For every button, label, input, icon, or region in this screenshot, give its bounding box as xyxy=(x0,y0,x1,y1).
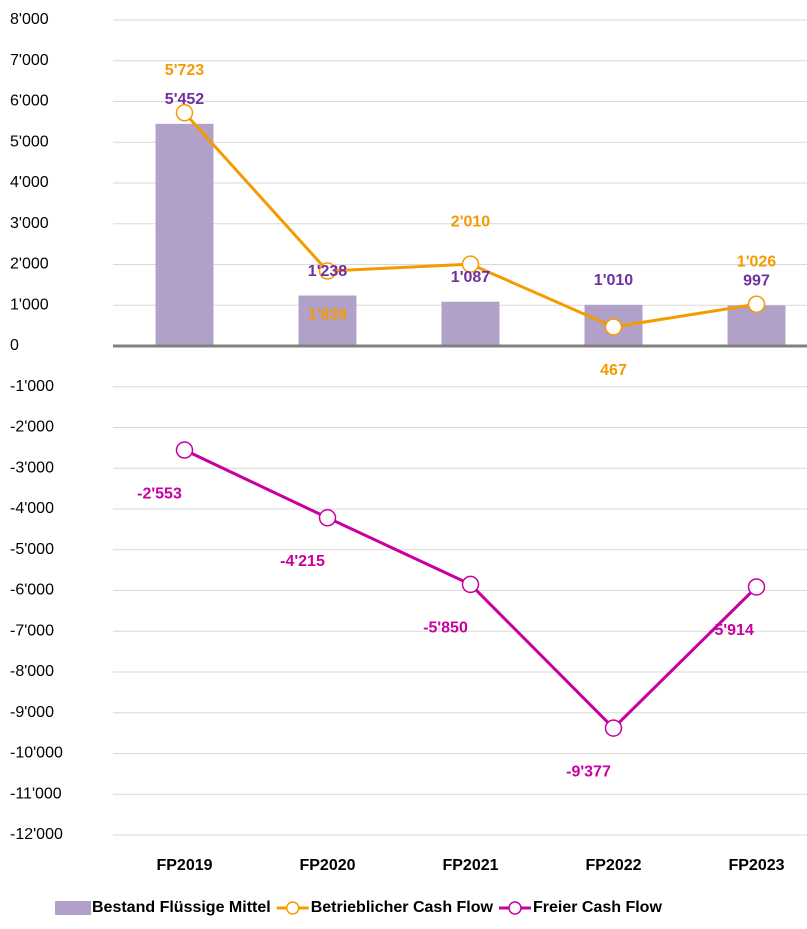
x-tick-label: FP2022 xyxy=(585,857,641,874)
legend-label: Freier Cash Flow xyxy=(533,899,662,916)
y-tick-label: -1'000 xyxy=(10,378,54,395)
line-value-label: -5'914 xyxy=(709,622,754,639)
y-tick-label: -12'000 xyxy=(10,826,63,843)
legend-swatch xyxy=(285,901,300,915)
bar-value-label: 1'087 xyxy=(451,269,491,286)
marker xyxy=(175,441,194,459)
bar xyxy=(298,295,357,346)
y-tick-label: -8'000 xyxy=(10,663,54,680)
y-tick-label: -2'000 xyxy=(10,419,54,436)
y-tick-label: -10'000 xyxy=(10,745,63,762)
legend-label: Betrieblicher Cash Flow xyxy=(311,899,494,916)
y-tick-label: 0 xyxy=(10,337,19,354)
y-tick-label: 2'000 xyxy=(10,256,49,273)
y-tick-label: 5'000 xyxy=(10,133,49,150)
y-tick-label: -5'000 xyxy=(10,541,54,558)
line-value-label: -2'553 xyxy=(137,485,182,502)
bar xyxy=(441,301,500,346)
line-value-label: -4'215 xyxy=(280,553,325,570)
legend-label: Bestand Flüssige Mittel xyxy=(92,899,271,916)
bar-value-label: 1'010 xyxy=(594,272,634,289)
legend-swatch xyxy=(55,901,91,915)
marker xyxy=(318,509,337,527)
marker xyxy=(604,318,623,336)
bar-value-label: 997 xyxy=(743,273,770,290)
y-tick-label: 3'000 xyxy=(10,215,49,232)
marker xyxy=(318,262,337,280)
line-value-label: 467 xyxy=(600,362,627,379)
marker xyxy=(461,255,480,273)
line-value-label: 1'026 xyxy=(737,253,777,270)
bar-value-label: 1'238 xyxy=(308,263,348,280)
line-value-label: 1'839 xyxy=(308,306,348,323)
line-value-label: -9'377 xyxy=(566,763,611,780)
marker xyxy=(461,575,480,594)
line-value-label: 5'723 xyxy=(165,62,205,79)
y-tick-label: 4'000 xyxy=(10,174,49,191)
line-value-label: 2'010 xyxy=(451,213,491,230)
x-tick-label: FP2020 xyxy=(299,857,355,874)
y-tick-label: -11'000 xyxy=(10,785,62,802)
y-tick-label: 7'000 xyxy=(10,52,49,69)
x-tick-label: FP2023 xyxy=(728,857,784,874)
marker xyxy=(747,578,766,596)
line-value-label: -5'850 xyxy=(423,620,468,637)
y-tick-label: -4'000 xyxy=(10,500,54,517)
marker xyxy=(175,104,194,122)
y-tick-label: -7'000 xyxy=(10,622,54,639)
marker xyxy=(604,719,623,737)
y-tick-label: -3'000 xyxy=(10,459,54,476)
y-tick-label: 1'000 xyxy=(10,296,49,313)
legend-swatch xyxy=(508,901,522,915)
y-tick-label: 6'000 xyxy=(10,93,49,110)
marker xyxy=(747,295,766,313)
x-tick-label: FP2019 xyxy=(156,857,212,874)
y-tick-label: -6'000 xyxy=(10,582,54,599)
y-tick-label: 8'000 xyxy=(10,11,49,28)
y-tick-label: -9'000 xyxy=(10,704,54,721)
bar-value-label: 5'452 xyxy=(165,91,205,108)
bar xyxy=(155,123,214,347)
x-tick-label: FP2021 xyxy=(442,857,498,874)
